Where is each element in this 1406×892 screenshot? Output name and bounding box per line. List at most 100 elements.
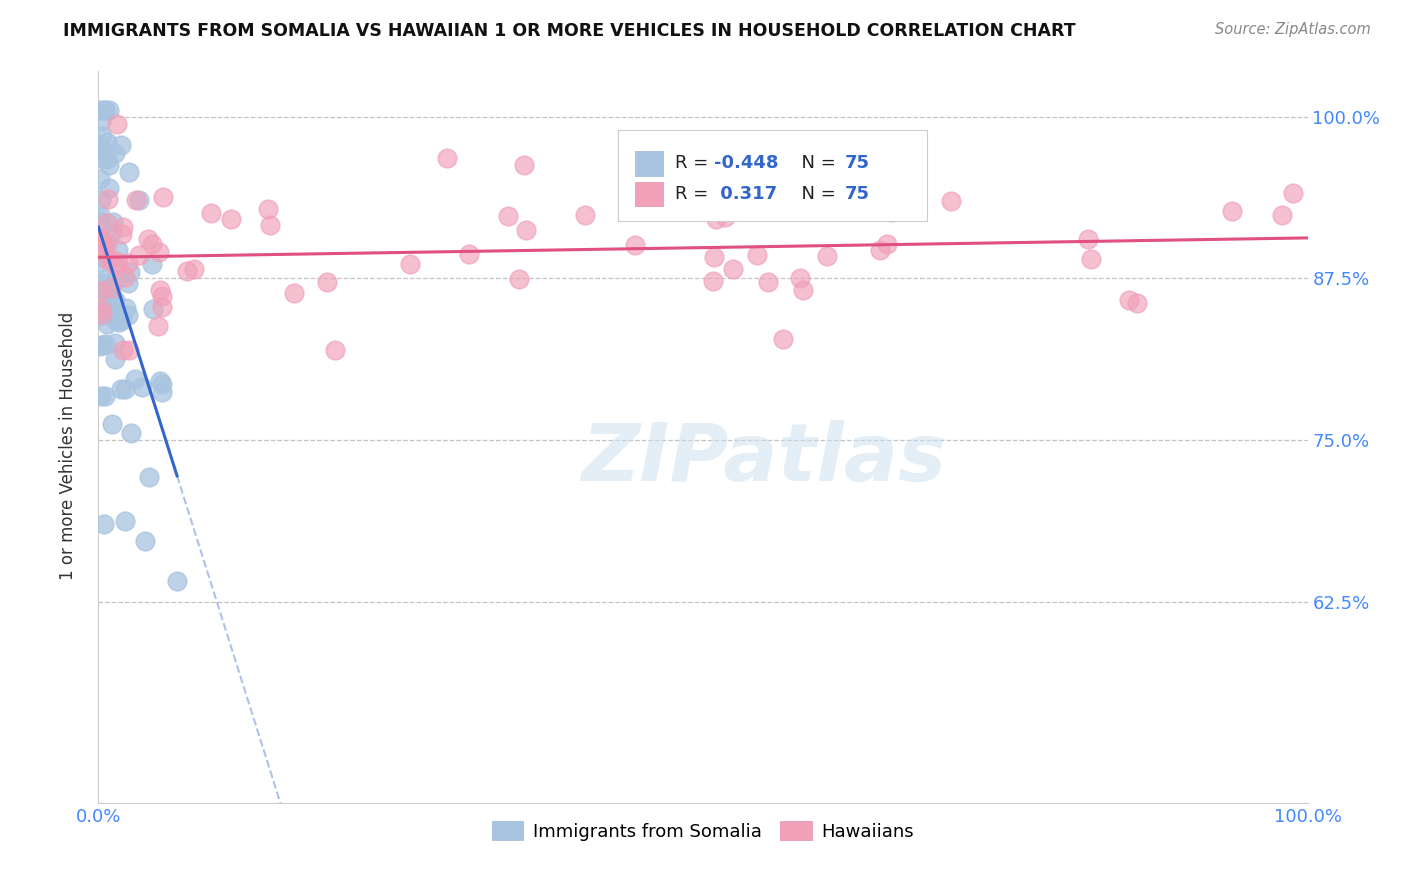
Point [134,533,156,548]
Point [880,204,903,219]
Point [96,317,118,331]
Point [91,231,114,245]
Point [115,301,138,315]
Point [131,380,153,394]
Point [104,271,127,285]
Point [150,289,173,303]
Point [90,302,112,317]
Point [756,275,779,289]
Point [91,129,114,144]
Point [93,299,115,313]
Point [745,248,768,262]
Point [96,236,118,251]
Point [142,301,165,316]
Point [315,275,337,289]
Point [89,242,111,256]
Point [150,300,173,314]
Point [714,210,737,224]
FancyBboxPatch shape [636,182,664,208]
Point [111,227,134,241]
Point [89,284,111,298]
Point [96,272,118,286]
Point [104,293,127,308]
Point [150,384,173,399]
Point [219,212,242,227]
Point [96,192,118,206]
Point [681,202,703,217]
Point [94,287,117,301]
Point [90,235,112,250]
Point [110,138,132,153]
Point [104,145,127,160]
Point [111,313,134,327]
Point [91,151,114,165]
Text: 75: 75 [845,185,869,202]
Point [89,339,111,353]
Point [90,255,112,269]
Point [114,270,136,285]
Point [150,376,173,391]
Point [101,307,124,321]
Point [89,145,111,159]
Point [183,261,205,276]
Point [89,103,111,118]
Point [110,382,132,396]
Point [259,218,281,232]
Point [1080,252,1102,266]
Point [90,276,112,290]
Point [101,225,124,239]
Point [89,171,111,186]
Point [148,374,170,388]
Point [108,315,131,329]
Point [574,208,596,222]
Point [93,517,115,532]
Point [97,181,120,195]
Point [90,194,112,208]
Point [93,336,115,351]
Point [104,313,127,327]
Point [91,307,114,321]
Text: 1 or more Vehicles in Household: 1 or more Vehicles in Household [59,312,77,580]
Point [114,382,136,396]
Point [89,231,111,245]
Point [789,270,811,285]
Point [94,103,117,118]
Point [100,296,122,310]
Point [90,389,112,403]
Point [98,158,121,172]
Point [141,237,163,252]
Point [458,246,481,260]
Point [120,265,142,279]
Point [93,389,115,403]
Point [1282,186,1305,200]
Point [89,244,111,258]
Point [125,193,148,207]
Point [89,214,111,228]
Point [792,283,814,297]
Text: N =: N = [790,153,842,172]
Point [152,190,174,204]
Point [138,470,160,484]
Point [107,255,129,269]
Point [100,417,122,432]
Point [436,152,458,166]
Point [89,136,111,151]
Point [114,514,136,528]
Point [256,202,278,216]
Point [118,343,141,357]
Point [117,308,139,322]
Text: -0.448: -0.448 [714,153,779,172]
Point [97,253,120,268]
Point [136,232,159,246]
Point [283,286,305,301]
Point [1271,208,1294,222]
Point [112,220,135,235]
Point [91,337,114,351]
Point [100,291,122,305]
Text: 0.317: 0.317 [714,185,778,202]
Point [508,272,530,286]
Point [90,114,112,128]
Point [104,335,127,350]
Text: R =: R = [675,153,714,172]
Point [104,352,127,367]
